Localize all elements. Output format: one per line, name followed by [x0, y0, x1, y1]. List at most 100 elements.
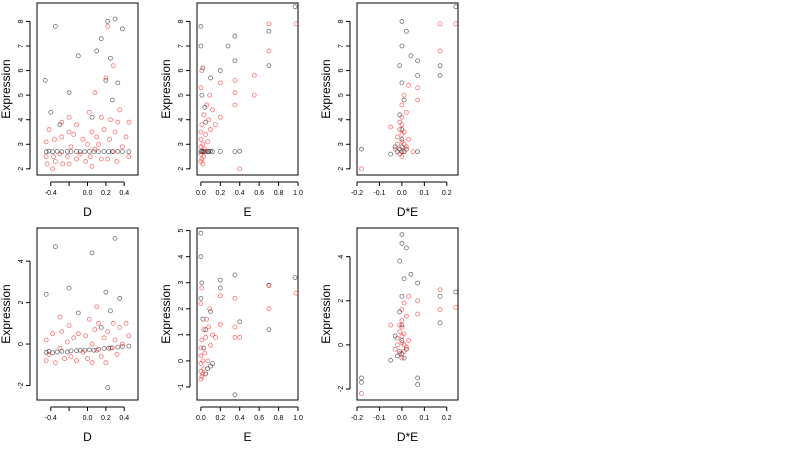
red-point [201, 327, 207, 333]
red-point [44, 161, 50, 167]
black-point [119, 26, 125, 32]
red-point [43, 358, 49, 364]
red-point [80, 349, 86, 355]
black-point [437, 293, 443, 299]
plot-frame [36, 2, 139, 176]
black-point [232, 392, 238, 398]
x-tick-label: 0.0 [397, 415, 407, 422]
x-tick-label: 0.6 [254, 415, 264, 422]
black-point [86, 347, 92, 353]
black-point [399, 338, 405, 343]
black-point [75, 310, 81, 316]
black-point [394, 149, 400, 155]
y-axis-title: Expression [0, 284, 13, 343]
y-tick-label: 3 [18, 142, 25, 146]
black-point [115, 80, 121, 86]
red-point [50, 331, 56, 337]
black-point [399, 43, 405, 49]
red-point [406, 82, 412, 88]
black-point [201, 345, 207, 351]
red-point [198, 301, 204, 306]
black-point [399, 232, 405, 238]
black-point [105, 385, 111, 390]
red-point [232, 335, 238, 340]
y-tick-label: 0 [18, 342, 25, 346]
x-tick-label: 0.2 [442, 190, 452, 197]
red-point [107, 136, 112, 142]
red-point [66, 129, 72, 135]
red-point [119, 144, 125, 150]
red-point [66, 114, 72, 120]
red-point [388, 322, 394, 328]
y-axis-title: Expression [159, 284, 173, 343]
red-point [46, 352, 52, 357]
plot-frame [196, 227, 299, 401]
black-point [453, 289, 459, 295]
red-point [232, 295, 238, 301]
red-point [399, 122, 405, 128]
black-point [199, 280, 205, 286]
red-point [198, 353, 204, 359]
black-point [43, 291, 49, 297]
black-point [359, 379, 364, 385]
black-point [388, 357, 394, 363]
red-point [403, 144, 409, 150]
red-point [89, 360, 95, 366]
red-point [210, 332, 215, 338]
red-point [217, 322, 223, 327]
red-point [206, 117, 212, 123]
black-point [399, 144, 405, 150]
red-point [397, 351, 403, 357]
black-point [119, 344, 125, 349]
x-tick-label: 0.2 [215, 190, 225, 197]
red-point [394, 141, 400, 147]
red-point [92, 327, 98, 332]
black-point [388, 151, 394, 157]
red-point [43, 154, 49, 159]
red-point [126, 119, 132, 125]
red-point [453, 304, 459, 310]
black-point [359, 375, 364, 381]
y-tick-label: 1 [178, 333, 185, 337]
y-tick-label: 6 [18, 69, 25, 73]
red-point [52, 136, 57, 142]
red-point [213, 335, 218, 340]
black-point [437, 63, 443, 69]
red-point [110, 320, 116, 326]
red-point [94, 304, 100, 310]
red-point [68, 144, 74, 150]
black-point [408, 271, 414, 277]
panel-5: 0.0 0.2 0.4 0.6 0.8 1.0 E -1 0 1 2 3 4 5 Expression [159, 227, 303, 444]
x-tick-label: 0.0 [196, 190, 206, 197]
y-tick-label: 5 [338, 93, 345, 97]
black-point [112, 235, 118, 241]
red-point [198, 136, 204, 142]
x-tick-label: 0.4 [119, 190, 129, 197]
black-point [217, 68, 223, 73]
red-point [397, 127, 403, 132]
y-tick-label: 6 [338, 69, 345, 73]
y-tick-label: -1 [178, 384, 185, 390]
red-point [126, 333, 132, 339]
plot-frame [356, 227, 459, 401]
red-point [217, 114, 223, 120]
x-axis-title: D*E [397, 205, 418, 219]
red-point [199, 285, 205, 291]
red-point [232, 90, 238, 96]
red-point [92, 90, 98, 96]
black-point [89, 250, 95, 256]
red-point [399, 114, 405, 120]
black-point [198, 295, 204, 301]
red-point [437, 48, 443, 54]
black-point [103, 289, 109, 295]
black-point [232, 149, 238, 155]
black-point [203, 119, 209, 125]
red-point [201, 154, 207, 159]
red-point [399, 102, 405, 108]
red-point [199, 68, 205, 73]
red-point [60, 161, 66, 167]
y-tick-label: -2 [338, 386, 345, 392]
y-tick-label: 0 [178, 359, 185, 363]
red-point [57, 151, 63, 157]
red-point [98, 114, 104, 120]
